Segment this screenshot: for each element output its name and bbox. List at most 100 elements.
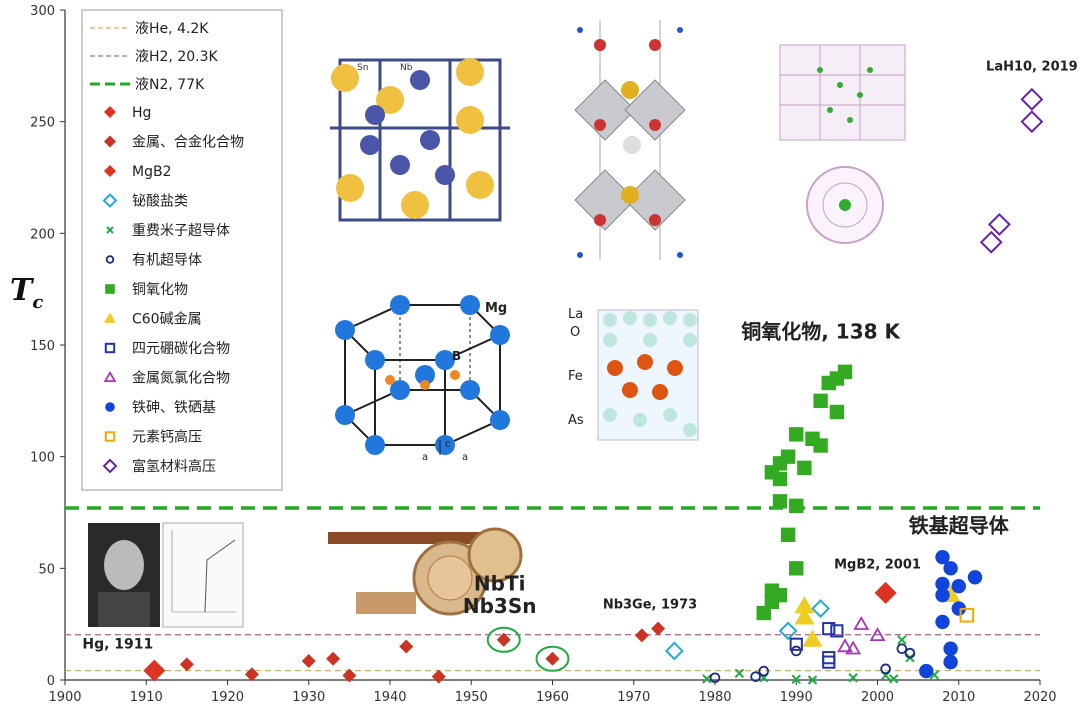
annotation-label: 铜氧化物, 138 K xyxy=(741,319,901,343)
data-point xyxy=(904,647,916,659)
data-point xyxy=(342,668,357,683)
legend-label: 富氢材料高压 xyxy=(132,458,216,475)
x-marker-stroke xyxy=(791,674,801,685)
y-tick-label: 100 xyxy=(30,451,55,466)
x-marker-stroke xyxy=(734,668,745,679)
data-point xyxy=(772,494,788,509)
label-nb: Nb xyxy=(400,63,413,73)
data-point xyxy=(1020,110,1044,134)
data-point xyxy=(987,212,1011,236)
data-point xyxy=(967,570,983,585)
label-o: O xyxy=(570,325,580,340)
data-point xyxy=(496,632,511,647)
highlight-circle-nbti xyxy=(486,626,521,653)
data-point xyxy=(935,614,950,630)
data-point xyxy=(951,601,966,616)
legend-marker xyxy=(105,284,115,294)
data-point xyxy=(897,635,907,645)
data-point xyxy=(651,621,666,636)
legend-marker xyxy=(104,135,116,148)
legend-label: 液N2, 77K xyxy=(135,77,205,93)
data-point xyxy=(813,438,828,453)
y-tick-label: 50 xyxy=(38,562,55,577)
data-point xyxy=(734,668,745,679)
data-point xyxy=(431,669,446,684)
legend-label: 液He, 4.2K xyxy=(135,21,209,37)
x-tick-label: 1900 xyxy=(48,690,81,705)
legend-label: 有机超导体 xyxy=(132,253,202,269)
data-point xyxy=(935,576,950,592)
legend-label: MgB2 xyxy=(132,164,171,180)
data-point xyxy=(959,607,975,623)
legend-marker xyxy=(105,255,115,264)
annotation-label: 铁基超导体 xyxy=(909,514,1010,538)
data-point xyxy=(664,641,684,661)
x-tick-label: 1970 xyxy=(617,690,650,705)
y-tick-label: 250 xyxy=(30,116,55,131)
legend-label: 元素钙高压 xyxy=(132,429,202,446)
data-point xyxy=(772,587,788,603)
data-point xyxy=(758,665,770,677)
data-point xyxy=(790,645,802,657)
data-point xyxy=(780,449,796,464)
data-point xyxy=(919,663,934,679)
crystal-lafeaso-illustration: La O Fe As xyxy=(568,307,699,441)
x-tick-label: 1930 xyxy=(292,690,325,705)
label-as: As xyxy=(568,413,584,428)
annotation-label: NbTi xyxy=(474,572,526,596)
data-point xyxy=(780,527,796,543)
data-point xyxy=(935,587,950,603)
onnes-portrait-photo xyxy=(88,523,160,627)
legend-marker xyxy=(104,106,116,118)
legend-marker xyxy=(104,342,116,354)
legend-marker xyxy=(104,312,116,323)
x-tick-label: 1990 xyxy=(780,690,813,705)
data-point xyxy=(837,364,853,379)
data-point xyxy=(822,655,836,669)
data-point xyxy=(943,561,958,576)
data-point xyxy=(874,581,897,604)
label-axis-c: c xyxy=(445,439,451,450)
data-point xyxy=(794,596,815,614)
legend-label: 液H2, 20.3K xyxy=(135,49,219,65)
legend-label: 金属、合金化合物 xyxy=(132,135,244,151)
data-point xyxy=(789,427,804,442)
annotation-label: MgB2, 2001 xyxy=(834,557,921,572)
y-tick-label: 150 xyxy=(30,339,55,354)
data-point xyxy=(789,637,803,651)
annotation-label: Nb3Ge, 1973 xyxy=(603,598,697,613)
x-tick-label: 1940 xyxy=(373,690,406,705)
data-point xyxy=(869,627,886,642)
lah10-lattice-illustration xyxy=(779,44,906,141)
data-point xyxy=(709,672,721,684)
x-tick-label: 1910 xyxy=(130,690,163,705)
data-point xyxy=(778,621,798,641)
x-tick-label: 2020 xyxy=(1023,690,1056,705)
data-point xyxy=(889,674,899,684)
annotation-label: Hg, 1911 xyxy=(82,637,153,653)
data-point xyxy=(789,498,804,513)
legend-label: 铜氧化物 xyxy=(132,282,188,298)
data-point xyxy=(791,674,801,685)
data-point xyxy=(822,622,836,636)
label-sn: Sn xyxy=(357,63,368,73)
legend-label: C60碱金属 xyxy=(132,312,202,328)
legend-label: Hg xyxy=(132,105,151,121)
data-point xyxy=(943,641,958,656)
data-point xyxy=(880,663,891,675)
data-point xyxy=(301,654,316,669)
legend-marker xyxy=(103,370,117,383)
legend-box xyxy=(81,9,283,491)
crystal-mgb2-illustration: Mg B c a a xyxy=(335,295,510,463)
legend-marker xyxy=(105,402,115,412)
legend-label: 四元硼碳化合物 xyxy=(132,341,230,357)
legend-marker xyxy=(104,431,116,442)
data-point xyxy=(545,651,560,666)
data-point xyxy=(794,607,815,625)
x-marker-stroke xyxy=(702,674,712,684)
hg-resistance-graph-photo xyxy=(162,522,244,628)
y-axis-label: Tc xyxy=(10,273,43,313)
legend-marker xyxy=(104,165,116,177)
data-point xyxy=(634,628,649,643)
